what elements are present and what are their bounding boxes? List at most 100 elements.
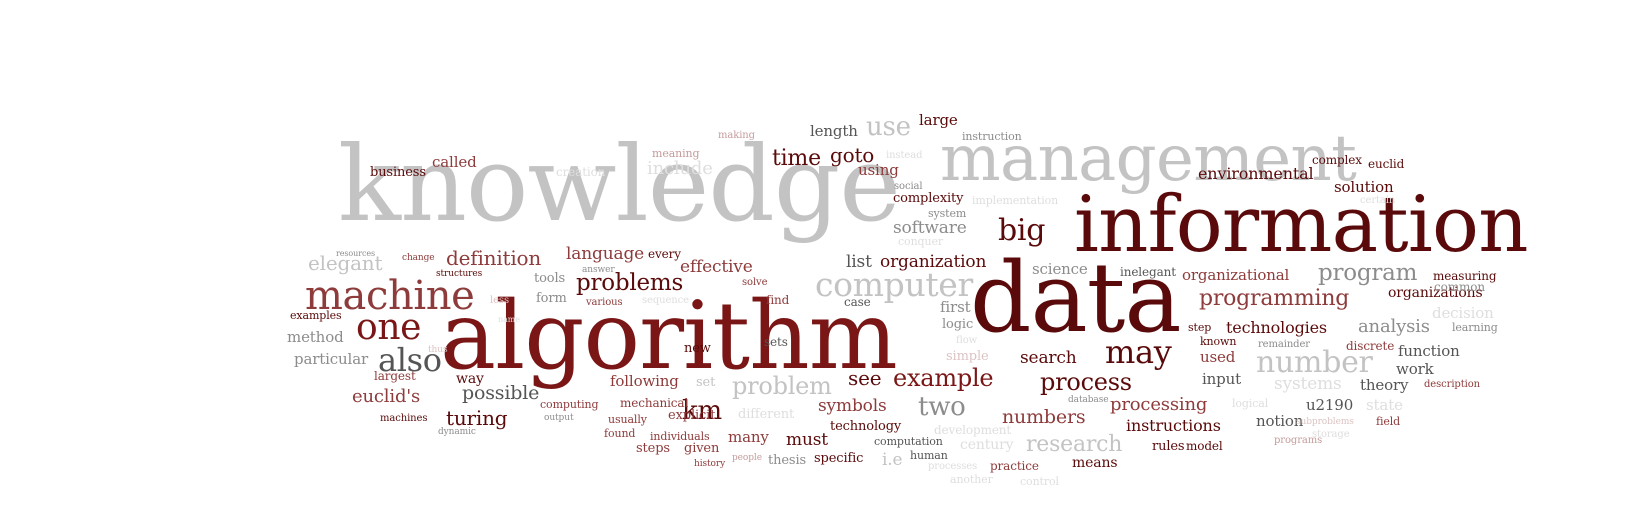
cloud-word: computer <box>815 265 973 304</box>
cloud-word: thesis <box>768 453 807 468</box>
cloud-word: explicit <box>668 408 716 423</box>
cloud-word: problems <box>576 270 684 296</box>
cloud-word: given <box>684 441 720 456</box>
cloud-word: largest <box>374 369 416 383</box>
cloud-word: particular <box>294 350 369 368</box>
cloud-word: model <box>1186 439 1223 453</box>
cloud-word: u2190 <box>1306 396 1354 414</box>
cloud-word: include <box>647 158 713 179</box>
cloud-word: algorithm <box>440 282 898 391</box>
cloud-word: goto <box>830 143 875 167</box>
cloud-word: example <box>893 364 994 392</box>
cloud-word: change <box>402 253 435 263</box>
cloud-word: making <box>718 130 755 141</box>
cloud-word: subproblems <box>1296 417 1354 427</box>
cloud-word: implementation <box>972 194 1059 207</box>
cloud-word: programming <box>1199 286 1350 311</box>
cloud-word: new <box>684 341 711 356</box>
cloud-word: practice <box>990 459 1039 473</box>
cloud-word: must <box>786 430 828 450</box>
cloud-word: inelegant <box>1120 265 1176 279</box>
cloud-word: answer <box>582 265 615 275</box>
cloud-word: state <box>1366 396 1403 414</box>
cloud-word: common <box>1434 280 1485 294</box>
cloud-word: social <box>894 181 923 192</box>
cloud-word: list <box>846 252 872 272</box>
cloud-word: step <box>1188 321 1212 334</box>
cloud-word: may <box>1105 333 1172 371</box>
cloud-word: business <box>370 165 426 180</box>
cloud-word: number <box>1256 345 1373 380</box>
cloud-word: following <box>610 372 679 390</box>
cloud-word: name <box>498 315 520 324</box>
cloud-word: different <box>738 407 795 422</box>
cloud-word: creation <box>556 165 606 179</box>
cloud-word: input <box>1202 370 1241 388</box>
cloud-word: organizational <box>1182 266 1290 284</box>
cloud-word: research <box>1026 432 1123 457</box>
cloud-word: machines <box>380 413 428 424</box>
cloud-word: notion <box>1256 412 1304 430</box>
cloud-word: people <box>732 453 762 463</box>
cloud-word: control <box>1020 475 1059 488</box>
cloud-word: logical <box>1232 397 1269 410</box>
cloud-word: sets <box>764 335 788 349</box>
cloud-word: programs <box>1274 435 1323 446</box>
cloud-word: way <box>456 371 484 387</box>
cloud-word: effective <box>680 257 753 277</box>
cloud-word: management <box>940 122 1357 196</box>
cloud-word: system <box>928 207 967 220</box>
cloud-word: decision <box>1432 304 1494 322</box>
cloud-word: also <box>378 341 442 379</box>
cloud-word: km <box>682 396 722 426</box>
cloud-word: symbols <box>818 396 887 416</box>
cloud-word: less <box>490 295 509 306</box>
cloud-word: measuring <box>1433 269 1497 283</box>
cloud-word: meaning <box>652 147 700 160</box>
cloud-word: solve <box>742 277 768 288</box>
cloud-word: human <box>910 449 948 462</box>
cloud-word: possible <box>462 382 540 404</box>
cloud-word: two <box>918 392 966 422</box>
cloud-word: time <box>772 146 821 171</box>
cloud-word: software <box>893 218 967 238</box>
cloud-word: work <box>1396 360 1434 378</box>
cloud-word: used <box>1200 348 1236 366</box>
cloud-word: instruction <box>962 130 1022 143</box>
cloud-word: one <box>356 307 422 348</box>
cloud-word: euclid <box>1368 157 1405 171</box>
cloud-word: mechanical <box>620 396 689 410</box>
cloud-word: database <box>1068 395 1109 405</box>
cloud-word: description <box>1424 379 1481 390</box>
cloud-word: discrete <box>1346 339 1395 353</box>
cloud-word: complexity <box>893 191 964 206</box>
cloud-word: rules <box>1152 439 1185 454</box>
cloud-word: use <box>866 112 911 142</box>
cloud-word: sequence <box>642 295 689 306</box>
cloud-word: computing <box>540 398 599 411</box>
cloud-word: program <box>1318 260 1418 286</box>
cloud-word: computation <box>874 435 943 448</box>
cloud-word: another <box>950 473 993 486</box>
cloud-word: first <box>940 298 971 316</box>
cloud-word: large <box>919 111 958 129</box>
cloud-word: knowledge <box>338 123 901 245</box>
cloud-word: instructions <box>1126 416 1221 435</box>
cloud-word: function <box>1398 342 1460 360</box>
cloud-word: systems <box>1274 374 1342 394</box>
cloud-word: method <box>287 328 344 346</box>
cloud-word: solution <box>1334 178 1394 196</box>
cloud-word: analysis <box>1358 316 1430 337</box>
cloud-word: specific <box>814 451 864 466</box>
cloud-word: examples <box>290 309 342 322</box>
cloud-word: form <box>536 291 567 306</box>
cloud-word: certain <box>1360 195 1396 206</box>
cloud-word: century <box>960 437 1014 453</box>
cloud-word: processing <box>1110 394 1208 415</box>
cloud-word: turing <box>446 406 508 430</box>
cloud-word: set <box>696 375 716 390</box>
cloud-word: structures <box>436 269 483 279</box>
cloud-word: search <box>1020 348 1077 368</box>
cloud-word: thus <box>428 345 448 355</box>
cloud-word: known <box>1200 335 1237 348</box>
